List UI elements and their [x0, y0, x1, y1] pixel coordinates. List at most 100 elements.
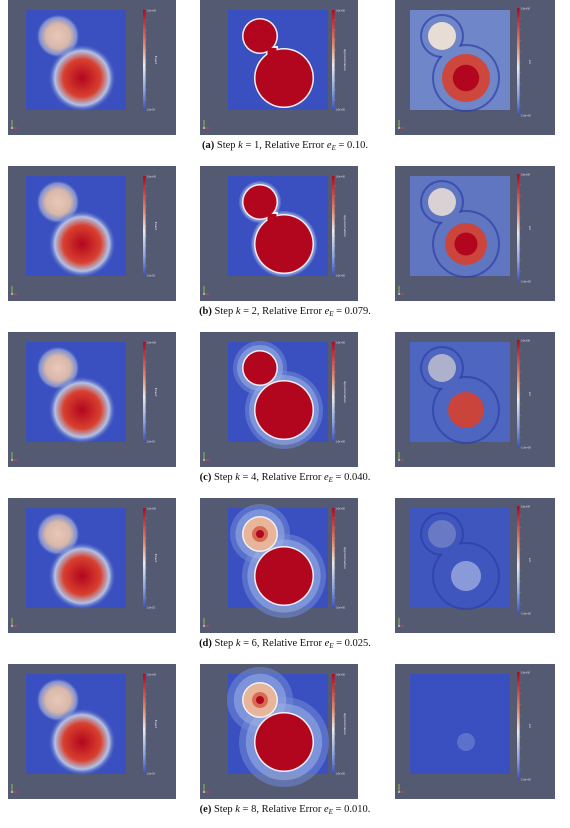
exact-field-plot: 1.0e+00 1.0e-02 Exact	[8, 332, 176, 467]
caption-text: = 4, Relative Error	[239, 472, 324, 483]
error-field-plot: 1.0e+00 -1.0e+00 err	[395, 332, 555, 467]
step-variable: k	[238, 140, 243, 151]
step-variable: k	[235, 804, 240, 815]
colorbar-max-label: 1.0e+00	[336, 508, 346, 511]
caption-text: Step	[213, 472, 236, 483]
colorbar-max-label: 1.0e+00	[336, 176, 346, 179]
error-variable: e	[324, 638, 330, 649]
error-variable: e	[323, 472, 329, 483]
step-variable: k	[235, 306, 241, 317]
colorbar: 1.0e+00 -1.0e+00 err	[517, 174, 532, 284]
colorbar-max-label: 1.0e+00	[521, 174, 531, 177]
error-value: = 0.010.	[332, 804, 371, 815]
colorbar-title: Approximation	[343, 547, 347, 569]
approx-field-plot: 1.0e+00 1.0e+00 Approximation	[200, 332, 358, 467]
colorbar: 1.0e+00 1.0e-02 Exact	[143, 342, 158, 444]
colorbar-max-label: 1.0e+00	[147, 674, 157, 677]
colorbar-max-label: 1.0e+00	[147, 176, 157, 179]
colorbar-title: Approximation	[343, 215, 347, 237]
error-field-plot: 1.0e+00 -1.0e+00 err	[395, 166, 555, 301]
subfigure-caption: (c) Step k = 4, Relative Error eE = 0.04…	[0, 472, 570, 484]
caption-text: Step	[214, 638, 236, 649]
error-value: = 0.10.	[335, 140, 369, 151]
colorbar: 1.0e+00 1.0e+00 Approximation	[332, 508, 347, 610]
subfigure-label: (d)	[199, 638, 212, 649]
colorbar: 1.0e+00 1.0e-02 Exact	[143, 674, 158, 776]
step-variable: k	[235, 472, 240, 483]
colorbar-min-label: -1.0e+00	[521, 447, 532, 450]
colorbar-min-label: 1.0e+00	[336, 773, 346, 776]
error-variable: e	[323, 804, 329, 815]
colorbar-title: Approximation	[343, 381, 347, 403]
colorbar-min-label: 1.0e-02	[147, 109, 156, 112]
subfigure-a: 1.0e+00 1.0e-02 Exact 1.0e+00 1.0e+00 Approxi…	[0, 0, 570, 164]
colorbar-min-label: 1.0e+00	[336, 109, 346, 112]
orientation-axes-icon	[11, 120, 17, 129]
error-subscript: E	[329, 642, 334, 650]
colorbar-title: err	[528, 60, 532, 65]
caption-text: = 2, Relative Error	[240, 306, 325, 317]
colorbar: 1.0e+00 1.0e-02 Exact	[143, 508, 158, 610]
colorbar: 1.0e+00 -1.0e+00 err	[517, 8, 532, 118]
orientation-axes-icon	[11, 618, 17, 627]
colorbar-min-label: 1.0e-02	[147, 441, 156, 444]
caption-text: = 8, Relative Error	[239, 804, 324, 815]
colorbar-min-label: -1.0e+00	[521, 613, 532, 616]
colorbar: 1.0e+00 -1.0e+00 err	[517, 340, 532, 450]
colorbar-max-label: 1.0e+00	[521, 672, 531, 675]
colorbar-title: err	[528, 226, 532, 231]
orientation-axes-icon	[11, 784, 17, 793]
exact-field-plot: 1.0e+00 1.0e-02 Exact	[8, 664, 176, 799]
colorbar-title: Approximation	[343, 49, 347, 71]
subfigure-label: (c)	[199, 472, 212, 483]
colorbar-max-label: 1.0e+00	[521, 340, 531, 343]
caption-text: = 6, Relative Error	[240, 638, 325, 649]
orientation-axes-icon	[11, 286, 17, 295]
subfigure-caption: (a) Step k = 1, Relative Error eE = 0.10…	[0, 140, 570, 152]
colorbar: 1.0e+00 1.0e+00 Approximation	[332, 176, 347, 278]
orientation-axes-icon	[203, 452, 209, 461]
subfigure-label: (b)	[199, 306, 212, 317]
subfigure-b: 1.0e+00 1.0e-02 Exact 1.0e+00 1.0e+00 Approxi…	[0, 166, 570, 330]
colorbar-title: Approximation	[343, 713, 347, 735]
colorbar: 1.0e+00 1.0e-02 Exact	[143, 10, 158, 112]
colorbar-title: err	[528, 724, 532, 729]
colorbar: 1.0e+00 1.0e+00 Approximation	[332, 342, 347, 444]
colorbar-max-label: 1.0e+00	[521, 506, 531, 509]
colorbar: 1.0e+00 -1.0e+00 err	[517, 672, 532, 782]
error-value: = 0.025.	[333, 638, 371, 649]
exact-field-plot: 1.0e+00 1.0e-02 Exact	[8, 166, 176, 301]
colorbar-min-label: 1.0e+00	[336, 441, 346, 444]
caption-text: Step	[213, 804, 236, 815]
error-value: = 0.079.	[333, 306, 371, 317]
colorbar-title: Exact	[154, 388, 158, 397]
error-field-plot: 1.0e+00 -1.0e+00 err	[395, 664, 555, 799]
error-field-plot: 1.0e+00 -1.0e+00 err	[395, 0, 555, 135]
orientation-axes-icon	[398, 452, 404, 461]
exact-field-plot: 1.0e+00 1.0e-02 Exact	[8, 498, 176, 633]
colorbar-max-label: 1.0e+00	[336, 342, 346, 345]
caption-text: Step	[214, 306, 236, 317]
error-field-plot: 1.0e+00 -1.0e+00 err	[395, 498, 555, 633]
colorbar-title: Exact	[154, 554, 158, 563]
orientation-axes-icon	[203, 618, 209, 627]
error-subscript: E	[328, 476, 333, 484]
colorbar-title: Exact	[154, 56, 158, 65]
colorbar-title: err	[528, 558, 532, 563]
orientation-axes-icon	[11, 452, 17, 461]
colorbar: 1.0e+00 1.0e+00 Approximation	[332, 10, 347, 112]
step-variable: k	[235, 638, 241, 649]
caption-text: Step	[216, 140, 239, 151]
error-subscript: E	[331, 144, 336, 152]
subfigure-d: 1.0e+00 1.0e-02 Exact 1.0e+00 1.0e+00 Approxi…	[0, 498, 570, 662]
orientation-axes-icon	[203, 784, 209, 793]
orientation-axes-icon	[398, 618, 404, 627]
orientation-axes-icon	[203, 120, 209, 129]
colorbar-max-label: 1.0e+00	[147, 508, 157, 511]
error-variable: e	[324, 306, 330, 317]
orientation-axes-icon	[398, 286, 404, 295]
subfigure-label: (e)	[199, 804, 212, 815]
colorbar: 1.0e+00 1.0e+00 Approximation	[332, 674, 347, 776]
subfigure-caption: (b) Step k = 2, Relative Error eE = 0.07…	[0, 306, 570, 318]
